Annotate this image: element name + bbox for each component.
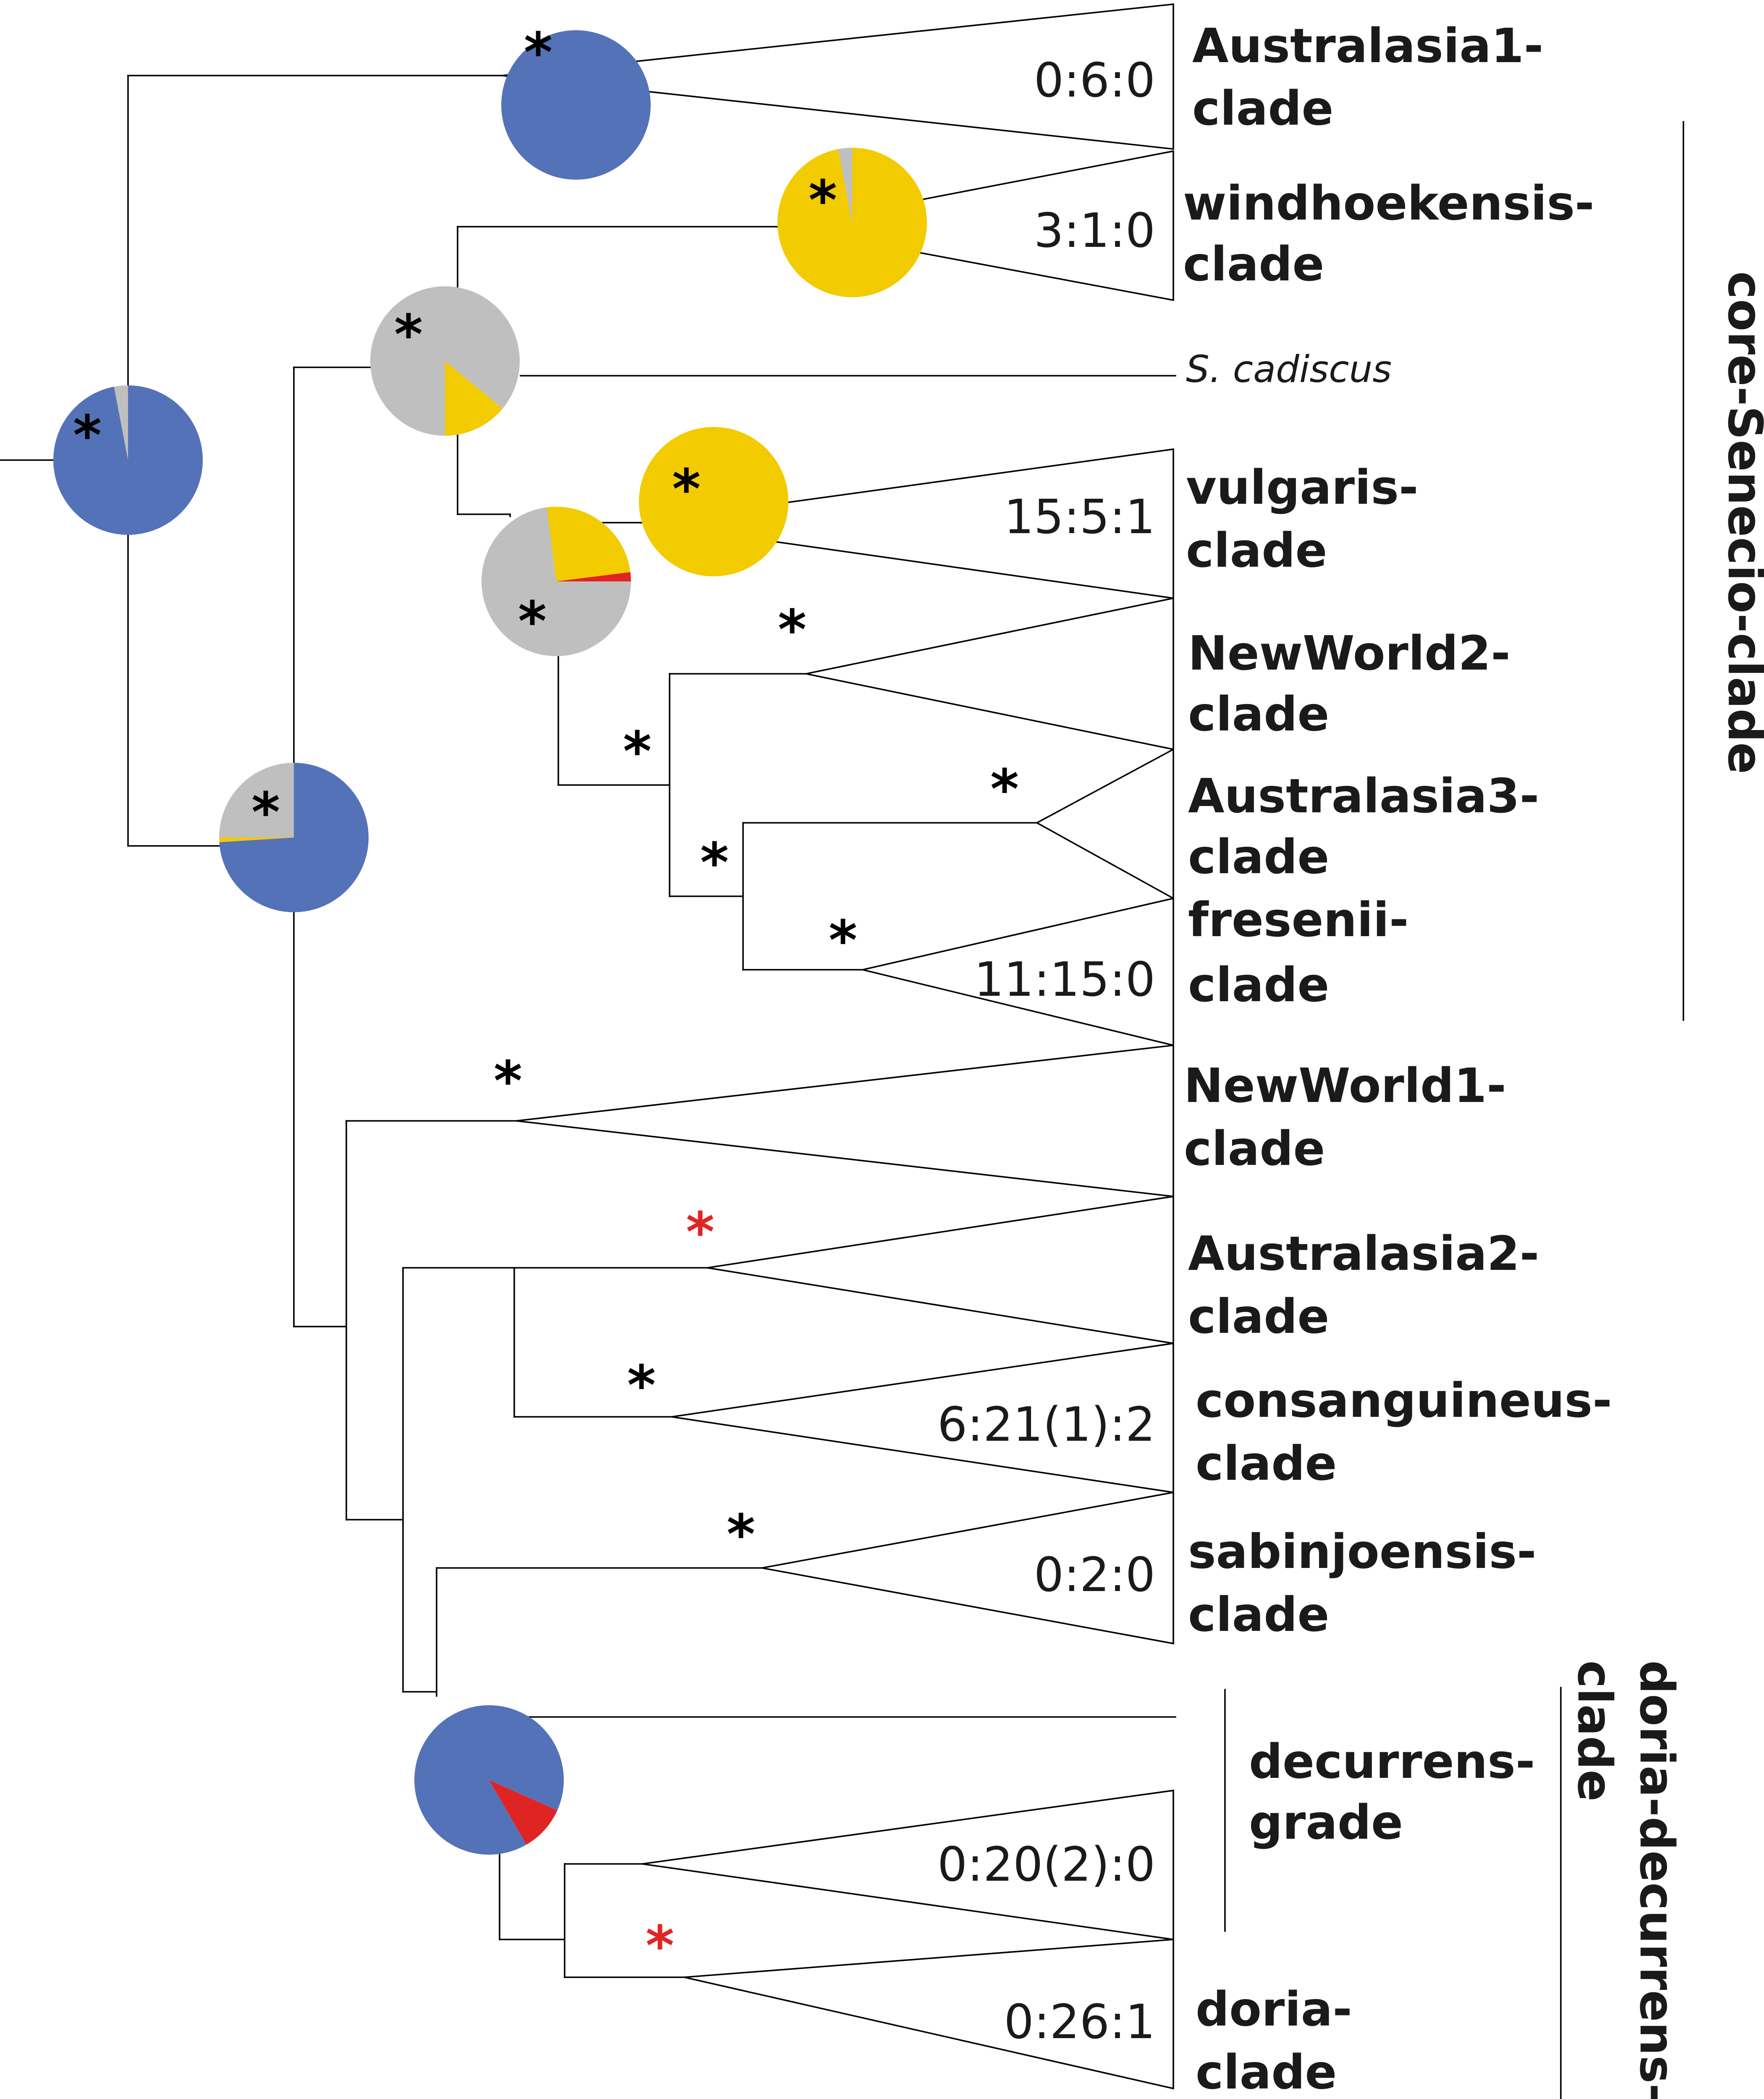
support-vulgaris: * bbox=[672, 457, 701, 521]
support-aus3-fresenii: * bbox=[700, 831, 729, 895]
count-sabinjoensis: 0:2:0 bbox=[1034, 1548, 1155, 1602]
pie-vulgaris-newworld2-crown bbox=[482, 507, 631, 656]
label-sabinjoensis-line1: sabinjoensis- bbox=[1188, 1525, 1536, 1579]
support-markers: * * * * * * * * * * * * * * * * * bbox=[73, 21, 1019, 1978]
count-fresenii: 11:15:0 bbox=[974, 953, 1155, 1007]
label-vulgaris-line2: clade bbox=[1186, 523, 1327, 578]
group-annotations: core-Senecio-clade doria-decurrens- clad… bbox=[1224, 121, 1764, 2099]
label-australasia1-line2: clade bbox=[1192, 81, 1334, 136]
count-vulgaris: 15:5:1 bbox=[1004, 490, 1156, 544]
pie-windhoekensis-stem-slice-gray bbox=[838, 148, 852, 222]
label-australasia3-line2: clade bbox=[1188, 830, 1330, 885]
pie-vulgaris-newworld2-crown-slice-red bbox=[556, 572, 631, 581]
fresenii-triangle bbox=[862, 897, 1174, 1047]
support-newworld1: * bbox=[494, 1049, 522, 1113]
label-doria-line2: clade bbox=[1196, 2045, 1337, 2099]
label-vulgaris-line1: vulgaris- bbox=[1186, 461, 1419, 515]
sample-counts: 0:6:0 3:1:0 15:5:1 11:15:0 6:21(1):2 0:2… bbox=[937, 53, 1155, 2049]
support-vulgaris-newworld2-crown: * bbox=[518, 589, 547, 653]
australasia3-triangle bbox=[1035, 748, 1174, 900]
label-newworld2-line1: NewWorld2- bbox=[1188, 626, 1510, 681]
label-windhoekensis-line2: clade bbox=[1183, 237, 1324, 292]
count-decurrens: 0:20(2):0 bbox=[937, 1837, 1155, 1892]
pie-windhoekensis-stem-slice-yellow bbox=[777, 148, 927, 298]
pie-main-crown-slice-gray bbox=[219, 763, 294, 838]
sabinjoensis-triangle bbox=[762, 1491, 1174, 1645]
pie-main-crown-slice-blue bbox=[219, 763, 369, 912]
label-decurrens-line1: decurrens- bbox=[1249, 1735, 1535, 1789]
label-decurrens-line2: grade bbox=[1249, 1795, 1403, 1850]
clade-labels: Australasia1- clade windhoekensis- clade… bbox=[1183, 19, 1612, 2099]
doria-triangle bbox=[684, 1939, 1174, 2090]
label-consanguineus-line1: consanguineus- bbox=[1196, 1374, 1612, 1428]
label-newworld1-line1: NewWorld1- bbox=[1184, 1059, 1506, 1113]
support-consanguineus: * bbox=[627, 1353, 656, 1417]
count-consanguineus: 6:21(1):2 bbox=[937, 1398, 1155, 1452]
count-windhoekensis: 3:1:0 bbox=[1034, 204, 1155, 258]
support-windhoekensis: * bbox=[809, 168, 837, 232]
count-australasia1: 0:6:0 bbox=[1034, 53, 1155, 108]
label-consanguineus-line2: clade bbox=[1196, 1437, 1337, 1491]
support-sabinjoensis: * bbox=[727, 1502, 755, 1566]
pie-vulgaris-newworld2-crown-slice-yellow bbox=[547, 507, 631, 581]
ancestral-state-pies bbox=[53, 30, 927, 1855]
label-australasia3-line1: Australasia3- bbox=[1188, 769, 1539, 824]
pie-main-crown bbox=[219, 763, 369, 912]
support-newworld2: * bbox=[778, 598, 806, 662]
support-australasia1: * bbox=[524, 21, 552, 84]
label-australasia2-line1: Australasia2- bbox=[1188, 1227, 1539, 1281]
label-doria-line1: doria- bbox=[1196, 1982, 1352, 2037]
label-fresenii-line2: clade bbox=[1188, 958, 1330, 1013]
doria-decurrens-label-line1: doria-decurrens- bbox=[1629, 1660, 1684, 2099]
tree-branches bbox=[0, 75, 1176, 1978]
vulgaris-triangle bbox=[641, 448, 1174, 599]
newworld1-triangle bbox=[516, 1044, 1174, 1198]
label-sabinjoensis-line2: clade bbox=[1188, 1588, 1330, 1642]
decurrens-triangle bbox=[642, 1789, 1174, 1941]
support-main-crown: * bbox=[251, 780, 280, 844]
pie-core-crown-slice-yellow bbox=[445, 361, 503, 436]
pie-doria-decurrens-crown-slice-blue bbox=[414, 1705, 564, 1855]
support-fresenii: * bbox=[829, 908, 857, 972]
label-newworld1-line2: clade bbox=[1184, 1122, 1325, 1176]
count-doria: 0:26:1 bbox=[1004, 1995, 1156, 2049]
australasia1-triangle bbox=[502, 3, 1174, 150]
pie-windhoekensis-stem bbox=[777, 148, 927, 298]
pie-vulgaris-stem-slice-yellow bbox=[639, 427, 788, 576]
label-cadiscus: S. cadiscus bbox=[1186, 348, 1392, 391]
label-fresenii-line1: fresenii- bbox=[1188, 893, 1409, 947]
support-australasia3: * bbox=[990, 757, 1019, 821]
pie-doria-decurrens-crown-slice-red bbox=[489, 1780, 557, 1845]
support-australasia2: * bbox=[686, 1200, 714, 1264]
newworld2-triangle bbox=[806, 597, 1174, 751]
australasia2-triangle bbox=[707, 1195, 1174, 1345]
pie-australasia1-stem bbox=[501, 30, 651, 180]
doria-decurrens-label-line2: clade bbox=[1567, 1660, 1622, 1802]
support-core-crown: * bbox=[394, 303, 423, 366]
label-windhoekensis-line1: windhoekensis- bbox=[1183, 176, 1594, 231]
pie-australasia1-stem-slice-blue bbox=[501, 30, 651, 180]
pie-root bbox=[53, 385, 203, 535]
pie-core-crown bbox=[370, 286, 520, 436]
pie-doria-decurrens-crown bbox=[414, 1705, 564, 1855]
support-root: * bbox=[73, 403, 102, 467]
pie-root-slice-blue bbox=[53, 385, 203, 535]
pie-root-slice-gray bbox=[114, 385, 128, 460]
core-senecio-label: core-Senecio-clade bbox=[1717, 271, 1764, 774]
consanguineus-triangle bbox=[671, 1342, 1174, 1494]
support-doria: * bbox=[646, 1914, 674, 1978]
collapsed-clades bbox=[502, 3, 1174, 2090]
windhoekensis-triangle bbox=[780, 150, 1174, 301]
label-newworld2-line2: clade bbox=[1188, 687, 1330, 742]
pie-vulgaris-stem bbox=[639, 427, 788, 576]
support-newworld-crown: * bbox=[623, 720, 652, 783]
label-australasia2-line2: clade bbox=[1188, 1290, 1330, 1344]
pie-vulgaris-newworld2-crown-slice-gray bbox=[482, 507, 631, 656]
label-australasia1-line1: Australasia1- bbox=[1192, 19, 1543, 73]
pie-main-crown-slice-yellow bbox=[219, 838, 294, 843]
